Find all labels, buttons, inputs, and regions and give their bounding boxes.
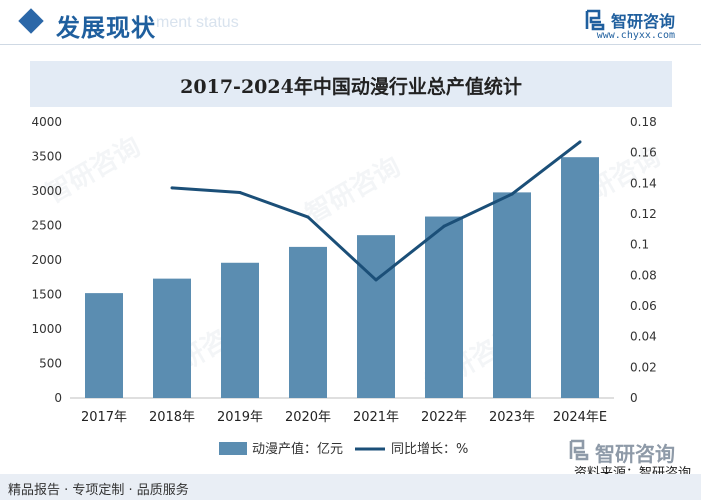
bar — [493, 192, 531, 398]
y-left-tick-label: 1000 — [31, 322, 62, 336]
y-right-tick-label: 0.06 — [630, 299, 657, 313]
y-right-tick-label: 0.18 — [630, 115, 657, 129]
brand-url: www.chyxx.com — [596, 30, 675, 41]
chart: 0 500 1000 1500 2000 2500 3000 3500 4000 0 0.02 0.0… — [31, 115, 657, 457]
y-right-tick-label: 0.1 — [630, 238, 649, 252]
footer-band — [0, 474, 701, 500]
legend-bar-swatch — [219, 442, 247, 455]
y-right-tick-label: 0 — [630, 391, 638, 405]
y-left-tick-label: 500 — [39, 357, 62, 371]
y-right-tick-label: 0.02 — [630, 360, 657, 374]
growth-point — [578, 140, 582, 144]
y-left-tick-label: 2000 — [31, 253, 62, 267]
x-tick-label: 2024年E — [553, 410, 607, 425]
growth-point — [510, 192, 514, 196]
chart-title-band: 2017-2024年中国动漫行业总产值统计 — [30, 61, 672, 107]
growth-point — [170, 186, 174, 190]
x-tick-label: 2020年 — [285, 410, 331, 425]
x-tick-label: 2022年 — [421, 410, 467, 425]
growth-point — [238, 191, 242, 195]
bar — [153, 278, 191, 398]
x-tick-label: 2019年 — [217, 410, 263, 425]
x-tick-label: 2018年 — [149, 410, 195, 425]
bar — [85, 293, 123, 398]
chart-title: 2017-2024年中国动漫行业总产值统计 — [180, 76, 522, 98]
footer-brand: 智研咨询 — [569, 438, 675, 467]
bar — [561, 157, 599, 398]
x-tick-label: 2017年 — [81, 410, 127, 425]
y-left-tick-label: 4000 — [31, 115, 62, 129]
y-left-tick-label: 0 — [54, 391, 62, 405]
brand-logo-icon — [585, 9, 605, 31]
y-right-tick-label: 0.08 — [630, 268, 657, 282]
y-right-tick-label: 0.14 — [630, 176, 657, 190]
y-right-tick-label: 0.12 — [630, 207, 657, 221]
growth-point — [374, 278, 378, 282]
y-right-tick-label: 0.04 — [630, 330, 657, 344]
bar — [357, 235, 395, 398]
x-tick-label: 2021年 — [353, 410, 399, 425]
legend-line-label: 同比增长：% — [391, 442, 468, 457]
header-divider — [0, 44, 701, 45]
page-title: 发展现状 — [56, 14, 156, 42]
footer-brand-name: 智研咨询 — [595, 442, 675, 466]
page-header: 发展现状 ment status 智研咨询 www.chyxx.com — [0, 0, 701, 52]
bar — [425, 216, 463, 398]
x-tick-label: 2023年 — [489, 410, 535, 425]
growth-point — [306, 215, 310, 219]
growth-point — [442, 224, 446, 228]
footer-slogan: 精品报告 · 专项定制 · 品质服务 — [8, 483, 189, 498]
brand: 智研咨询 www.chyxx.com — [585, 8, 675, 41]
y-left-tick-label: 3500 — [31, 150, 62, 164]
brand-name: 智研咨询 — [610, 12, 675, 31]
y-left-tick-label: 1500 — [31, 288, 62, 302]
y-right-tick-label: 0.16 — [630, 146, 657, 160]
footer-brand-logo-icon — [569, 439, 589, 461]
y-left-tick-label: 3000 — [31, 184, 62, 198]
page-subtitle: ment status — [156, 14, 239, 31]
bar — [289, 246, 327, 398]
y-left-tick-label: 2500 — [31, 219, 62, 233]
legend-bar-label: 动漫产值：亿元 — [252, 441, 343, 457]
bar — [221, 262, 259, 398]
